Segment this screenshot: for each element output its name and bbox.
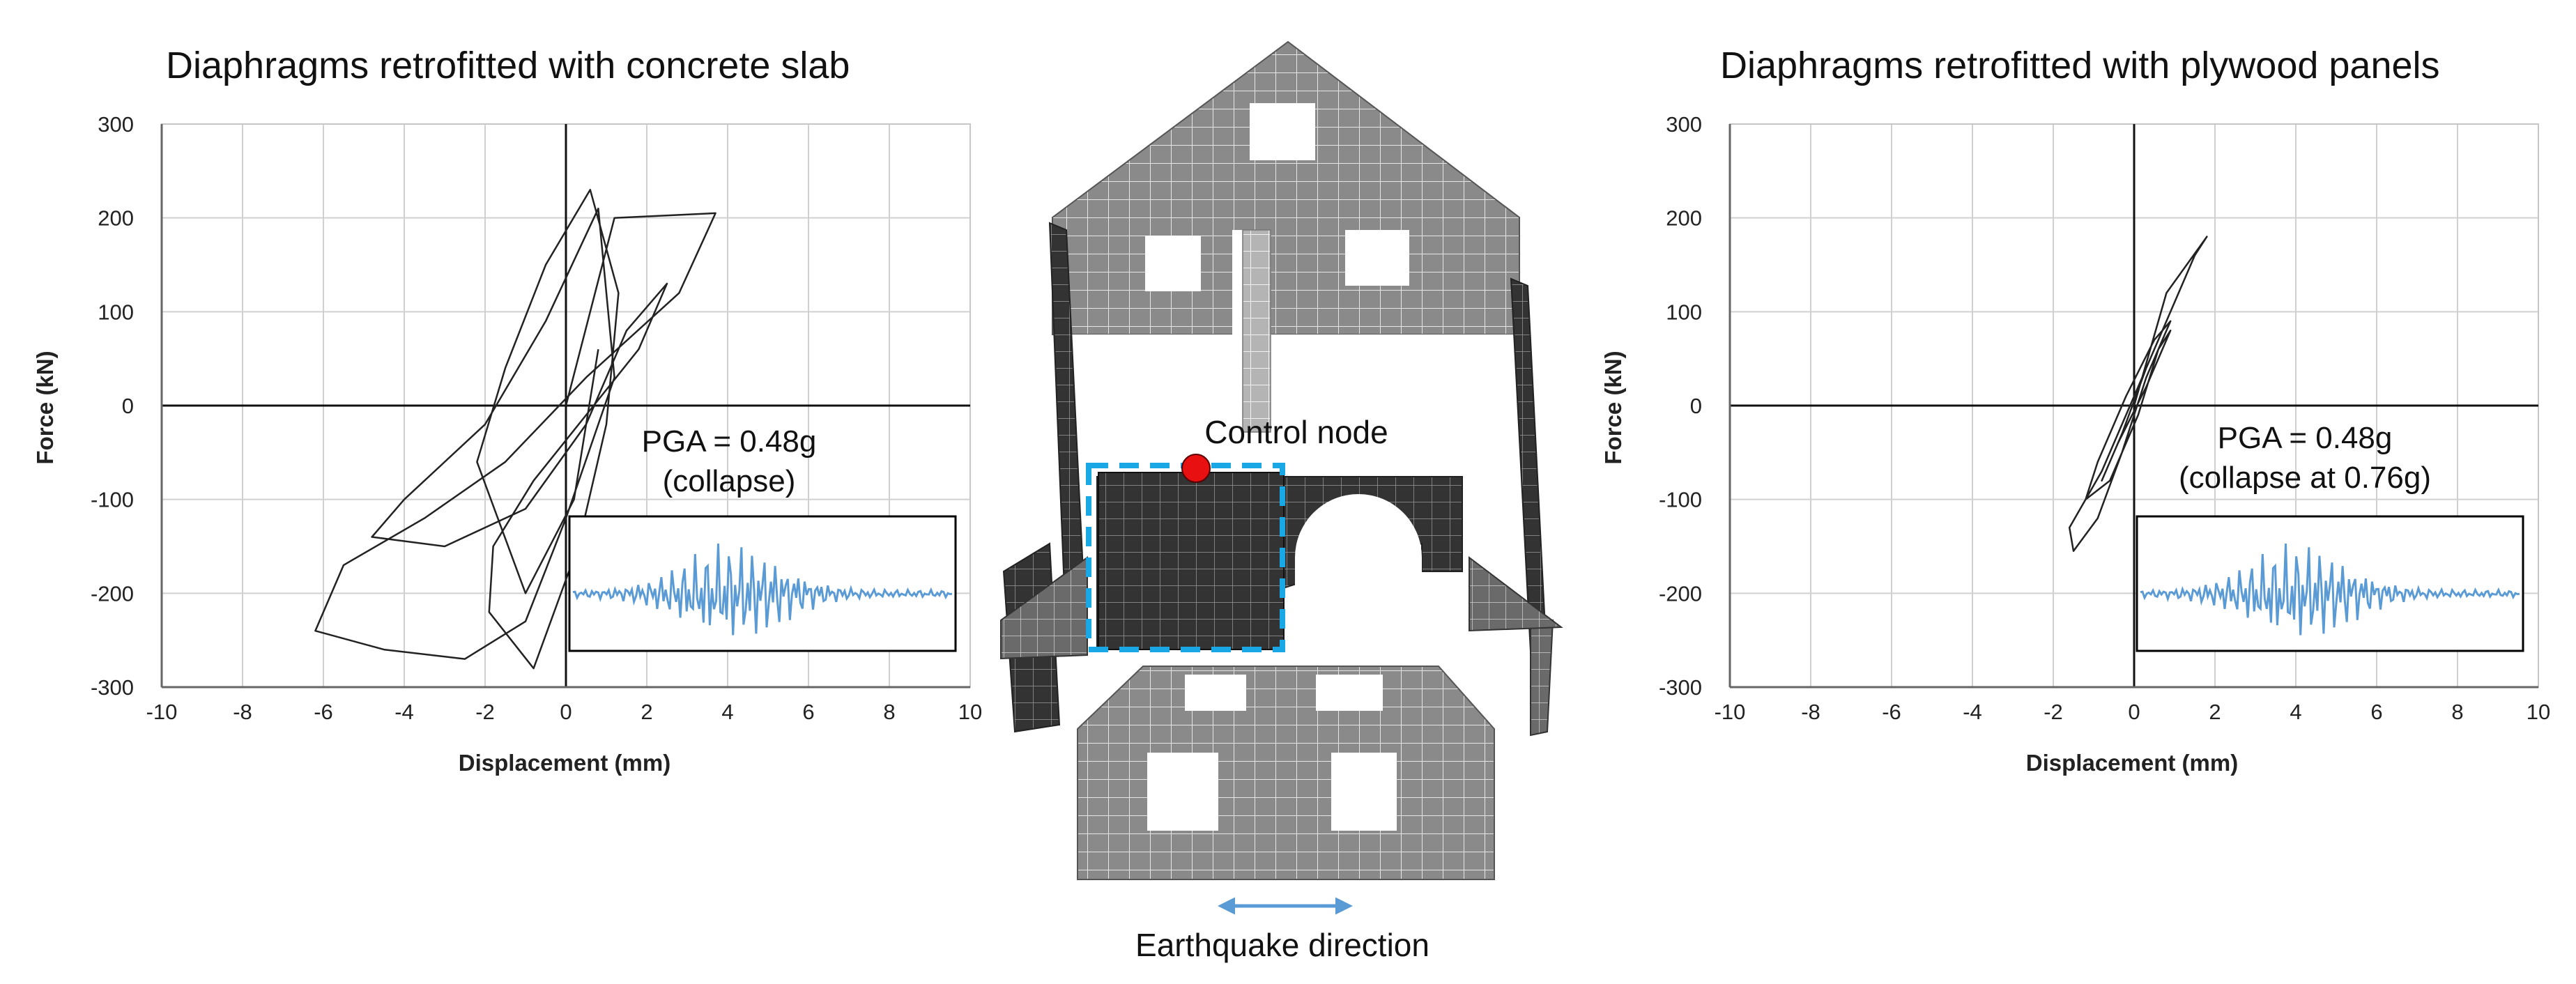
back-wall-window-right [1345,230,1409,286]
x-tick-label: 10 [958,700,982,724]
left-wing [1000,556,1088,660]
chart-left-annotation-status: (collapse) [663,464,796,498]
building-fe-model: Control node Earthquake direction [1000,40,1563,963]
y-tick-label: 200 [98,206,134,231]
y-tick-label: 0 [122,394,134,418]
front-window-right [1331,753,1397,831]
back-wall-window-left [1145,236,1201,291]
x-tick-label: 2 [2209,700,2221,724]
chart-left: Diaphragms retrofitted with concrete sla… [32,45,982,776]
control-node-marker [1181,454,1211,483]
x-tick-label: -6 [1882,700,1901,724]
x-tick-label: 4 [721,700,733,724]
front-upper-window-right [1316,675,1383,711]
y-tick-label: -100 [91,488,134,512]
x-tick-label: 10 [2527,700,2550,724]
y-tick-label: 100 [98,300,134,324]
y-tick-label: 200 [1666,206,1702,231]
x-tick-label: 2 [641,700,652,724]
chart-right-xlabel: Displacement (mm) [2026,750,2238,776]
chart-left-xlabel: Displacement (mm) [459,750,670,776]
back-gable-wall [1052,40,1520,335]
x-tick-label: 8 [883,700,895,724]
right-lower-wall [1530,619,1554,737]
hysteresis-curve [314,189,716,670]
back-wall-window [1250,103,1315,160]
chart-left-plot [314,189,716,670]
chart-right-annotation-status: (collapse at 0.76g) [2179,461,2431,495]
x-tick-label: -4 [394,700,414,724]
x-tick-label: -8 [233,700,252,724]
chart-right-inset [2136,515,2524,652]
x-tick-label: -4 [1963,700,1982,724]
x-tick-label: 0 [560,700,572,724]
chart-right: Diaphragms retrofitted with plywood pane… [1600,45,2550,776]
chart-left-annotation-pga: PGA = 0.48g [642,424,817,459]
x-tick-label: 6 [802,700,814,724]
chart-left-ticks: -10 -8 -6 -4 -2 0 2 4 6 8 10 300 200 100 0 -100 -200 -300 [91,112,982,724]
hysteresis-curve [2068,236,2208,552]
chart-left-ylabel: Force (kN) [32,351,58,464]
chart-right-plot [2068,236,2208,552]
interior-column [1242,229,1271,433]
x-tick-label: -2 [475,700,495,724]
y-tick-label: 100 [1666,300,1702,324]
y-tick-label: -100 [1659,488,1702,512]
y-tick-label: 300 [1666,112,1702,137]
earthquake-direction-label: Earthquake direction [1135,927,1429,963]
control-node-label: Control node [1204,414,1388,450]
chart-right-ticks: -10 -8 -6 -4 -2 0 2 4 6 8 10 300 200 100 0 -100 -200 -300 [1659,112,2550,724]
y-tick-label: 300 [98,112,134,137]
x-tick-label: -10 [146,700,178,724]
chart-right-annotation-pga: PGA = 0.48g [2218,421,2393,455]
front-window-left [1147,753,1218,831]
y-tick-label: -200 [1659,581,1702,606]
x-tick-label: -2 [2044,700,2063,724]
y-tick-label: -200 [91,581,134,606]
x-tick-label: 0 [2128,700,2140,724]
x-tick-label: -6 [314,700,333,724]
x-tick-label: -10 [1715,700,1746,724]
y-tick-label: 0 [1690,394,1702,418]
x-tick-label: -8 [1801,700,1820,724]
chart-left-title: Diaphragms retrofitted with concrete sla… [166,45,850,86]
chart-right-title: Diaphragms retrofitted with plywood pane… [1720,45,2440,86]
chart-left-accelerogram [572,544,953,636]
front-upper-window-left [1185,675,1246,711]
control-panel [1098,472,1285,650]
arch-opening [1295,494,1422,641]
x-tick-label: 6 [2370,700,2382,724]
y-tick-label: -300 [1659,675,1702,700]
chart-left-inset [568,515,957,652]
chart-left-axes [160,123,971,689]
x-tick-label: 8 [2451,700,2463,724]
front-wall [1077,666,1495,880]
chart-right-ylabel: Force (kN) [1600,351,1626,464]
y-tick-label: -300 [91,675,134,700]
right-wing [1469,555,1563,632]
chart-right-accelerogram [2140,544,2520,636]
x-tick-label: 4 [2290,700,2301,724]
